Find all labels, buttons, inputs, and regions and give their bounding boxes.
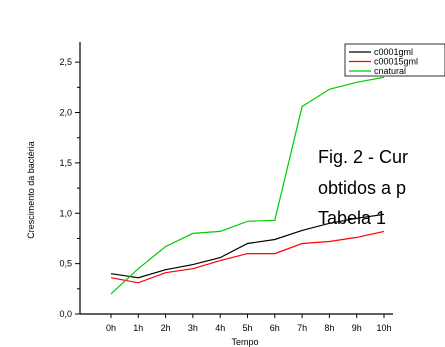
x-tick-label: 3h [188,323,198,333]
x-tick-label: 1h [133,323,143,333]
x-axis-title: Tempo [231,337,258,347]
x-tick-label: 5h [242,323,252,333]
y-axis-ticks: 0,0 0,5 1,0 1,5 2,0 2,5 [59,57,80,319]
y-tick-label: 0,5 [59,259,72,269]
caption-line-1: Fig. 2 - Cur [318,147,408,167]
legend-label-cnatural: cnatural [374,66,406,76]
x-tick-label: 10h [376,323,391,333]
series-lines [110,76,385,295]
legend-box [344,43,445,77]
series-line-cnatural [110,76,385,295]
x-tick-label: 7h [297,323,307,333]
y-tick-label: 2,0 [59,108,72,118]
x-axis-ticks: 0h 1h 2h 3h 4h 5h 6h 7h 8h 9h 10h [106,314,392,333]
x-tick-label: 0h [106,323,116,333]
figure-caption: Fig. 2 - Cur obtidos a p Tabela 1 [318,147,408,228]
x-tick-label: 9h [352,323,362,333]
x-tick-label: 2h [161,323,171,333]
caption-line-2: obtidos a p [318,178,406,198]
y-axis-title: Crescimento da bactéria [26,141,36,239]
x-tick-label: 4h [215,323,225,333]
legend-label-c0001gml: c0001gml [374,47,413,57]
y-tick-label: 1,5 [59,158,72,168]
legend-label-c00015gml: c00015gml [374,57,418,67]
series-line-c00015gml [110,230,385,284]
series-line-c0001gml [110,213,385,279]
y-tick-label: 2,5 [59,57,72,67]
x-tick-label: 6h [270,323,280,333]
x-tick-label: 8h [324,323,334,333]
caption-line-3: Tabela 1 [318,208,386,228]
y-tick-label: 1,0 [59,208,72,218]
y-tick-label: 0,0 [59,309,72,319]
